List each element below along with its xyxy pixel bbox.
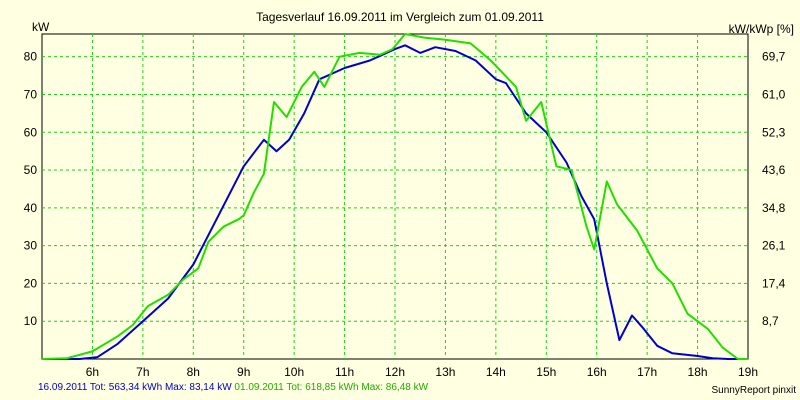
x-tick-label: 7h [136, 365, 149, 379]
y-right-tick-label: 34,8 [762, 201, 786, 215]
y-right-tick-label: 43,6 [762, 163, 786, 177]
y-tick-label: 70 [24, 87, 38, 101]
y-tick-label: 30 [24, 239, 38, 253]
x-tick-label: 10h [284, 365, 304, 379]
y-tick-label: 40 [24, 201, 38, 215]
x-tick-label: 15h [536, 365, 556, 379]
y-right-tick-label: 61,0 [762, 87, 786, 101]
y-right-tick-label: 17,4 [762, 276, 786, 290]
series-2-summary: 01.09.2011 Tot: 618,85 kWh Max: 86,48 kW [231, 382, 429, 393]
x-tick-label: 17h [637, 365, 657, 379]
y-tick-label: 80 [24, 50, 38, 64]
chart-footer: 16.09.2011 Tot: 563,34 kWh Max: 83,14 kW… [38, 382, 428, 393]
x-tick-label: 6h [86, 365, 99, 379]
series-1-summary: 16.09.2011 Tot: 563,34 kWh Max: 83,14 kW [38, 382, 232, 393]
y-right-tick-label: 8,7 [762, 314, 779, 328]
y-tick-label: 10 [24, 314, 38, 328]
y-right-tick-label: 26,1 [762, 239, 786, 253]
series-line-2 [41, 33, 748, 360]
y-tick-label: 60 [24, 125, 38, 139]
y-axis-label-left: kW [32, 20, 50, 34]
x-tick-label: 19h [738, 365, 758, 379]
x-tick-label: 12h [385, 365, 405, 379]
y-axis-label-right: kW/kWp [%] [728, 22, 794, 36]
x-tick-label: 16h [587, 365, 607, 379]
series-line-1 [42, 44, 748, 360]
x-tick-label: 9h [237, 365, 250, 379]
y-right-tick-label: 52,3 [762, 125, 786, 139]
x-tick-label: 18h [688, 365, 708, 379]
y-tick-label: 50 [24, 163, 38, 177]
x-tick-label: 13h [435, 365, 455, 379]
x-tick-label: 14h [486, 365, 506, 379]
y-tick-label: 20 [24, 276, 38, 290]
chart-credit: SunnyReport pinxit [711, 385, 797, 396]
chart-title: Tagesverlauf 16.09.2011 im Vergleich zum… [256, 10, 544, 24]
x-tick-label: 8h [187, 365, 200, 379]
y-right-tick-label: 69,7 [762, 50, 786, 64]
x-tick-label: 11h [335, 365, 354, 379]
